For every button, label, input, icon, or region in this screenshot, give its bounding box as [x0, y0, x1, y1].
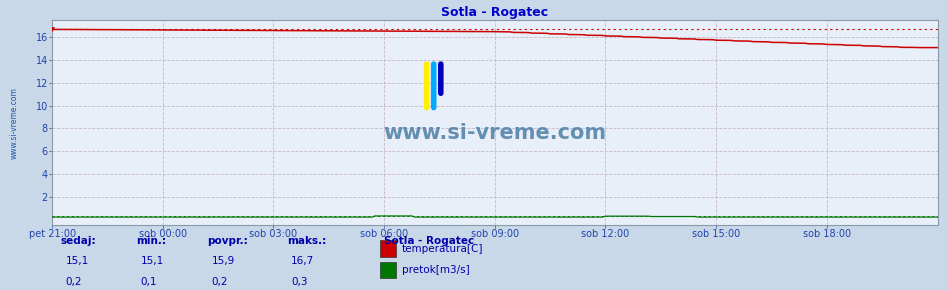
- Text: sedaj:: sedaj:: [61, 236, 97, 246]
- Title: Sotla - Rogatec: Sotla - Rogatec: [441, 6, 548, 19]
- Text: maks.:: maks.:: [287, 236, 326, 246]
- Text: 16,7: 16,7: [291, 256, 314, 266]
- Text: 15,1: 15,1: [65, 256, 89, 266]
- Text: www.si-vreme.com: www.si-vreme.com: [384, 123, 606, 143]
- Text: 0,2: 0,2: [211, 277, 228, 287]
- Text: 0,2: 0,2: [65, 277, 81, 287]
- Text: Sotla - Rogatec: Sotla - Rogatec: [384, 236, 474, 246]
- Text: 15,9: 15,9: [211, 256, 235, 266]
- Text: www.si-vreme.com: www.si-vreme.com: [9, 87, 19, 159]
- Text: 0,3: 0,3: [291, 277, 308, 287]
- Text: temperatura[C]: temperatura[C]: [402, 244, 483, 254]
- Text: 15,1: 15,1: [140, 256, 164, 266]
- Text: 0,1: 0,1: [140, 277, 157, 287]
- Text: povpr.:: povpr.:: [207, 236, 248, 246]
- Text: pretok[m3/s]: pretok[m3/s]: [402, 265, 470, 275]
- Bar: [380, 240, 396, 257]
- Bar: [380, 262, 396, 278]
- Text: min.:: min.:: [136, 236, 167, 246]
